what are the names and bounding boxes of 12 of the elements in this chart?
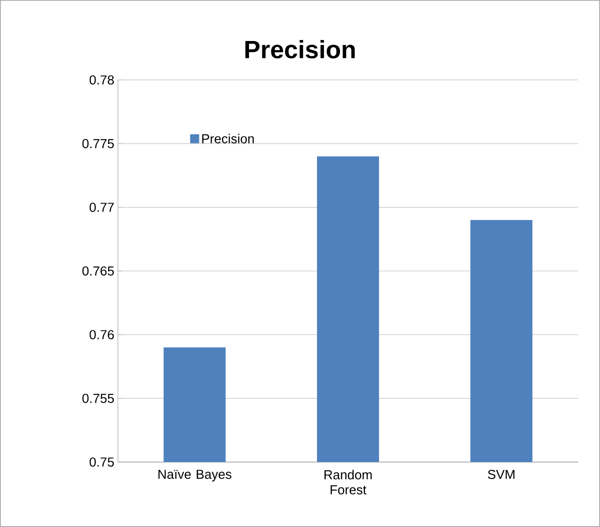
y-tick-label: 0.765: [82, 266, 114, 276]
chart-title: Precision: [245, 40, 355, 58]
legend-label: Precision: [202, 134, 254, 144]
y-tick-label: 0.77: [90, 202, 114, 212]
y-tick-label: 0.775: [82, 139, 114, 148]
x-tick-label: SVM: [488, 470, 514, 480]
y-tick-label: 0.78: [90, 75, 114, 85]
x-tick-label: Random Forest: [324, 470, 372, 494]
x-tick-label: Naïve Bayes: [158, 470, 232, 482]
y-tick-label: 0.755: [82, 394, 114, 403]
y-tick-label: 0.76: [90, 330, 114, 340]
y-tick-label: 0.75: [90, 457, 114, 467]
